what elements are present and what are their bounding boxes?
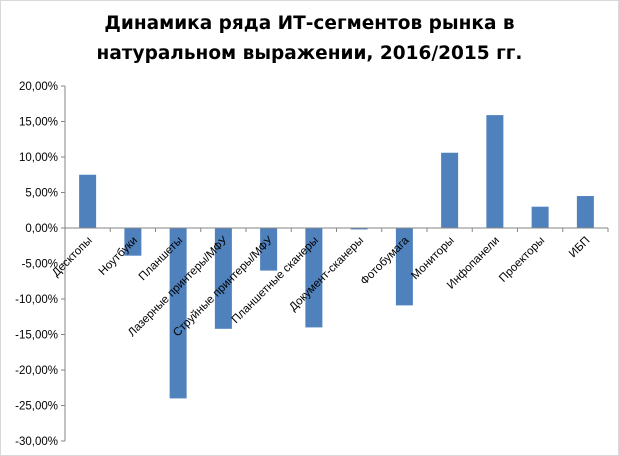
- x-category-label: Мониторы: [409, 235, 456, 282]
- bar: [124, 228, 142, 256]
- bar: [169, 228, 187, 399]
- bar: [531, 206, 549, 228]
- x-category-label: Ноутбуки: [97, 235, 140, 278]
- bar: [486, 115, 504, 228]
- y-tick-label: 10,00%: [19, 152, 58, 164]
- bar: [441, 152, 459, 228]
- x-category-label: Документ-сканеры: [287, 235, 366, 314]
- y-tick-label: -20,00%: [15, 365, 58, 377]
- x-category-label: Десктопы: [50, 235, 95, 280]
- bar: [395, 228, 413, 306]
- bar: [576, 196, 594, 228]
- bar: [214, 228, 232, 329]
- chart-title-line1: Динамика ряда ИТ-сегментов рынка в: [104, 13, 515, 34]
- y-tick-label: -25,00%: [15, 401, 58, 413]
- y-tick-label: -15,00%: [15, 330, 58, 342]
- bar: [260, 228, 278, 271]
- bar: [79, 174, 97, 228]
- chart-title: Динамика ряда ИТ-сегментов рынка в натур…: [0, 9, 619, 69]
- y-tick-label: 0,00%: [25, 223, 58, 235]
- bar: [305, 228, 323, 328]
- chart-title-line2: натуральном выражении, 2016/2015 гг.: [96, 43, 523, 64]
- y-tick-label: 15,00%: [19, 117, 58, 129]
- y-tick-label: -5,00%: [22, 259, 58, 271]
- x-category-label: Проекторы: [497, 235, 547, 285]
- bar: [350, 228, 368, 230]
- x-category-label: ИБП: [567, 235, 593, 261]
- y-tick-label: -30,00%: [15, 436, 58, 448]
- y-tick-label: 5,00%: [25, 188, 58, 200]
- y-tick-label: -10,00%: [15, 294, 58, 306]
- y-tick-label: 20,00%: [19, 81, 58, 93]
